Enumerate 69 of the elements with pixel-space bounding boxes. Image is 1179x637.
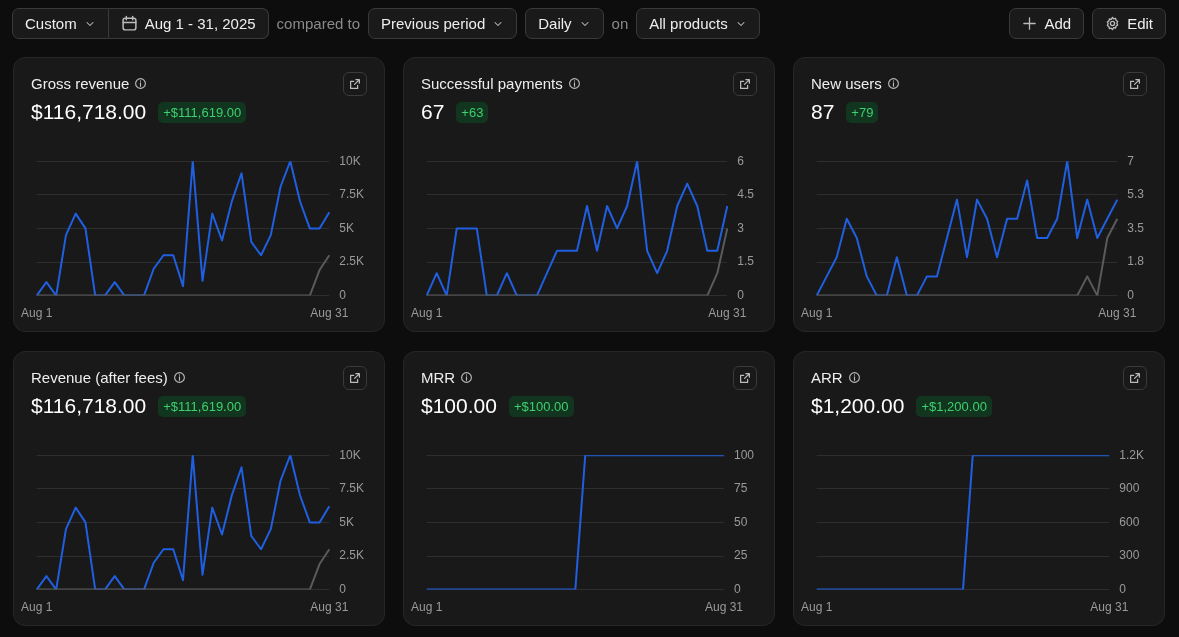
text: Add [1009, 8, 1085, 39]
y-tick-label: 4.5 [737, 187, 755, 202]
x-tick-label: Aug 31 [704, 600, 744, 615]
x-tick-label: Aug 1 [21, 306, 53, 321]
text: +$111,619.00 [158, 101, 247, 123]
y-tick-label: 100 [733, 447, 755, 462]
x-tick-label: Aug 1 [411, 306, 443, 321]
y-tick-label: 900 [1119, 481, 1140, 496]
y-tick-label: 0 [1127, 287, 1135, 302]
text: Edit [1092, 8, 1166, 39]
y-tick-label: 7 [1127, 153, 1135, 168]
text: Custom [12, 8, 109, 39]
y-tick-label: 10K [339, 447, 361, 462]
y-tick-label: 5.3 [1127, 187, 1145, 202]
y-tick-label: 1.2K [1119, 447, 1144, 462]
y-tick-label: 10K [339, 153, 361, 168]
y-tick-label: 3.5 [1127, 220, 1145, 235]
text: +$111,619.00 [158, 395, 247, 417]
text: +$100.00 [508, 395, 574, 417]
y-tick-label: 2.5K [339, 548, 364, 563]
text: +79 [846, 101, 879, 123]
y-tick-label: 600 [1119, 514, 1140, 529]
y-tick-label: 50 [733, 514, 748, 529]
y-tick-label: 5K [339, 514, 354, 529]
chart-title: New users [811, 75, 883, 92]
x-tick-label: Aug 31 [708, 306, 747, 321]
x-tick-label: Aug 1 [801, 306, 833, 321]
text: Aug 1 - 31, 2025 [108, 8, 269, 39]
y-tick-label: 3 [737, 220, 745, 235]
y-tick-label: 75 [733, 481, 748, 496]
y-tick-label: 0 [737, 287, 745, 302]
y-tick-label: 7.5K [339, 187, 364, 202]
text: +63 [456, 101, 489, 123]
chart-title: MRR [421, 369, 457, 386]
text: compared to [276, 15, 360, 32]
y-tick-label: 7.5K [339, 481, 364, 496]
x-tick-label: Aug 1 [801, 600, 833, 615]
chart-subtitle: 67 [421, 100, 445, 123]
x-tick-label: Aug 31 [310, 600, 349, 615]
y-tick-label: 300 [1119, 548, 1140, 563]
y-tick-label: 5K [339, 220, 354, 235]
x-tick-label: Aug 31 [310, 306, 349, 321]
x-tick-label: Aug 1 [411, 600, 443, 615]
chart-subtitle: $116,718.00 [31, 100, 147, 123]
chart-subtitle: $1,200.00 [811, 394, 905, 417]
y-tick-label: 0 [1119, 581, 1127, 596]
chart-subtitle: 87 [811, 100, 835, 123]
y-tick-label: 1.8 [1127, 254, 1145, 269]
chart-title: ARR [811, 369, 844, 386]
chart-title: Successful payments [421, 75, 564, 92]
text: Previous period [368, 8, 518, 39]
y-tick-label: 0 [733, 581, 741, 596]
chart-subtitle: $116,718.00 [31, 394, 147, 417]
y-tick-label: 25 [733, 548, 748, 563]
chart-subtitle: $100.00 [421, 394, 497, 417]
y-tick-label: 6 [737, 153, 745, 168]
y-tick-label: 0 [339, 287, 347, 302]
y-tick-label: 2.5K [339, 254, 364, 269]
y-tick-label: 1.5 [737, 254, 755, 269]
x-tick-label: Aug 31 [1098, 306, 1137, 321]
x-tick-label: Aug 31 [1090, 600, 1129, 615]
text: Daily [525, 8, 604, 39]
y-tick-label: 0 [339, 581, 347, 596]
text: All products [636, 8, 760, 39]
x-tick-label: Aug 1 [21, 600, 53, 615]
chart-title: Gross revenue [31, 75, 131, 92]
text: +$1,200.00 [916, 395, 992, 417]
chart-title: Revenue (after fees) [31, 369, 169, 386]
text: on [611, 15, 629, 32]
